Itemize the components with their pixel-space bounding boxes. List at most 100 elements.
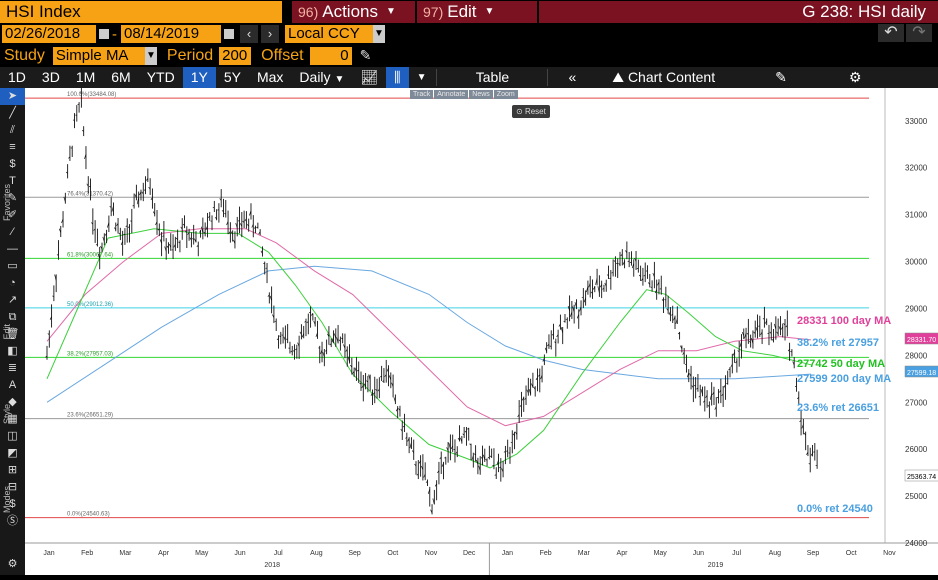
ytick-label: 25000	[905, 492, 928, 501]
annotate-mode[interactable]: Annotate	[434, 90, 468, 99]
fib-label: 23.6%(26651.29)	[67, 413, 113, 419]
period-field[interactable]: 200	[219, 47, 251, 65]
ma-annotation: 0.0% ret 24540	[797, 503, 873, 515]
ma-annotation: 27742 50 day MA	[797, 358, 885, 370]
fib-tool-icon[interactable]: ≡	[0, 139, 25, 156]
xtick-label: Jul	[274, 550, 283, 557]
study-select[interactable]: Simple MA	[53, 47, 145, 65]
xtick-label: Aug	[310, 550, 323, 557]
caret-down-icon: ▼	[386, 1, 396, 23]
calendar-icon[interactable]	[224, 29, 234, 39]
settings-icon[interactable]: ⚙	[0, 556, 25, 573]
ytick-label: 30000	[905, 258, 928, 267]
undo-redo: ↶ ↷	[876, 24, 932, 42]
news-mode[interactable]: News	[469, 90, 493, 99]
xtick-label: Apr	[158, 550, 170, 557]
xtick-label: Feb	[81, 550, 93, 557]
next-period-button[interactable]: ›	[261, 25, 279, 43]
range-5y[interactable]: 5Y	[216, 67, 249, 88]
drawing-toolbar: ➤ ╱ ⫽ ≡ $ T ✎ ✐ ⁄ — ▭ ◔ ↗ ⧉ 🗑︎ ◧ ≣ A ◆ ▦…	[0, 88, 25, 575]
range-1m[interactable]: 1M	[68, 67, 103, 88]
undo-icon[interactable]: ↶	[878, 24, 904, 42]
start-date-field[interactable]: 02/26/2018	[2, 25, 96, 43]
actions-menu[interactable]: 96) Actions ▼	[292, 1, 415, 23]
study-label: Study	[4, 47, 45, 65]
chevron-down-icon[interactable]: ▼	[145, 47, 157, 65]
reset-button[interactable]: ⊙ Reset	[512, 105, 550, 118]
xtick-label: Nov	[883, 550, 896, 557]
marker-icon[interactable]: ⁄	[0, 224, 25, 241]
price-bar-open	[238, 221, 240, 222]
price-tag: 28331.70	[907, 337, 936, 344]
xyear-label: 2018	[264, 562, 280, 569]
range-3d[interactable]: 3D	[34, 67, 68, 88]
range-1d[interactable]: 1D	[0, 67, 34, 88]
study-bar: Study Simple MA ▼ Period 200 Offset 0 ✎	[0, 45, 938, 66]
xtick-label: Nov	[425, 550, 438, 557]
xyear-label: 2019	[708, 562, 724, 569]
xtick-label: Jan	[502, 550, 513, 557]
period-label: Period	[167, 47, 213, 65]
mode-f-icon[interactable]: Ⓢ	[0, 513, 25, 530]
frequency-select[interactable]: Daily ▼	[291, 67, 352, 88]
range-1y[interactable]: 1Y	[183, 67, 216, 88]
xtick-label: Oct	[387, 550, 398, 557]
actions-number: 96)	[298, 1, 318, 23]
gear-icon[interactable]: ⚙	[841, 67, 870, 88]
range-max[interactable]: Max	[249, 67, 291, 88]
collapse-icon[interactable]: «	[560, 67, 584, 88]
ma-annotation: 23.6% ret 26651	[797, 402, 879, 414]
text-style-icon[interactable]: A	[0, 377, 25, 394]
xtick-label: Jan	[43, 550, 54, 557]
redo-icon[interactable]: ↷	[906, 24, 932, 42]
mode-b-icon[interactable]: ◩	[0, 445, 25, 462]
ellipse-icon[interactable]: ◔	[0, 275, 25, 292]
chart-title: G 238: HSI daily	[539, 1, 938, 23]
chevron-down-icon[interactable]: ▼	[409, 67, 435, 88]
table-button[interactable]: Table	[439, 67, 545, 88]
bar-chart-icon[interactable]: ⫼	[386, 67, 408, 88]
chart-svg[interactable]: 2400025000260002700028000290003000031000…	[25, 88, 938, 575]
ytick-label: 27000	[905, 398, 928, 407]
calendar-icon[interactable]	[99, 29, 109, 39]
ticker-field[interactable]: HSI Index	[0, 1, 282, 23]
pencil-icon[interactable]: ✎	[360, 47, 372, 64]
edit-chart-icon[interactable]: ✎	[767, 67, 795, 88]
xtick-label: May	[654, 550, 668, 557]
chart-content-button[interactable]: ⛰︎ Chart Content	[604, 67, 723, 88]
currency-select[interactable]: Local CCY	[285, 25, 373, 43]
line-chart-icon[interactable]: 📈︎	[352, 67, 386, 88]
chart-content-icon: ⛰︎	[612, 69, 624, 85]
mode-c-icon[interactable]: ⊞	[0, 462, 25, 479]
fib-label: 61.8%(30067.64)	[67, 252, 113, 258]
hline-icon[interactable]: —	[0, 241, 25, 258]
xtick-label: Sep	[348, 550, 361, 557]
zoom-mode[interactable]: Zoom	[494, 90, 518, 99]
range-6m[interactable]: 6M	[103, 67, 138, 88]
edit-menu[interactable]: 97) Edit ▼	[417, 1, 537, 23]
fib-ext-icon[interactable]: $	[0, 156, 25, 173]
range-ytd[interactable]: YTD	[139, 67, 183, 88]
ytick-label: 24000	[905, 539, 928, 548]
end-date-field[interactable]: 08/14/2019	[121, 25, 221, 43]
ytick-label: 32000	[905, 164, 928, 173]
offset-field[interactable]: 0	[310, 47, 352, 65]
channel-tool-icon[interactable]: ⫽	[0, 122, 25, 139]
offset-label: Offset	[261, 47, 303, 65]
chevron-down-icon[interactable]: ▼	[373, 25, 385, 43]
reset-label: Reset	[525, 107, 546, 116]
fill-icon[interactable]: ◧	[0, 343, 25, 360]
rect-icon[interactable]: ▭	[0, 258, 25, 275]
xtick-label: May	[195, 550, 209, 557]
arrow-icon[interactable]: ↗	[0, 292, 25, 309]
mode-a-icon[interactable]: ◫	[0, 428, 25, 445]
line-tool-icon[interactable]: ╱	[0, 105, 25, 122]
chart-toolbar: 1D 3D 1M 6M YTD 1Y 5Y Max Daily ▼ 📈︎ ⫼ ▼…	[0, 67, 938, 88]
prev-period-button[interactable]: ‹	[240, 25, 258, 43]
ytick-label: 29000	[905, 304, 928, 313]
line-style-icon[interactable]: ≣	[0, 360, 25, 377]
ytick-label: 33000	[905, 117, 928, 126]
pointer-icon[interactable]: ➤	[0, 88, 25, 105]
track-mode[interactable]: Track	[410, 90, 433, 99]
